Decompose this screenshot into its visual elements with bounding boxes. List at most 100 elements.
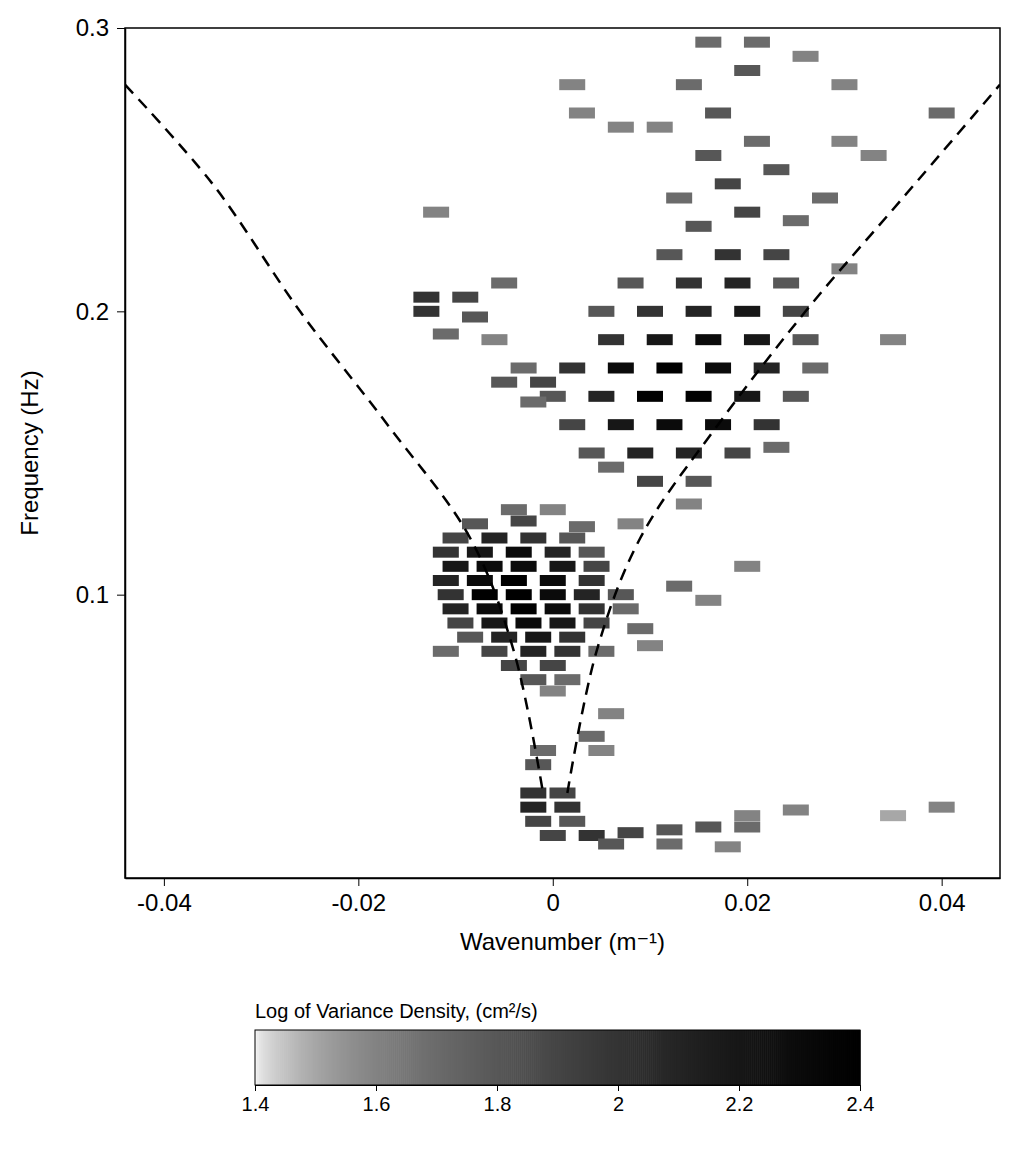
heatmap-cell [686,476,712,487]
dispersion-curve [125,85,543,793]
chart: -0.04-0.0200.020.040.10.20.3Wavenumber (… [0,0,1016,1167]
heatmap-cell [656,363,682,374]
heatmap-cell [598,334,624,345]
heatmap-cell [584,561,610,572]
y-tick-mark [117,311,125,312]
heatmap-cell [579,547,605,558]
colorbar-tick-label: 1.8 [484,1093,512,1115]
heatmap-cell [540,686,566,697]
heatmap-cell [506,589,532,600]
heatmap-cell [559,363,585,374]
x-tick: -0.02 [331,878,386,916]
heatmap-cell [637,476,663,487]
heatmap-cell [559,419,585,430]
colorbar-tick-mark [739,1085,740,1091]
heatmap-cell [491,632,517,643]
x-tick: 0 [547,878,560,916]
heatmap-cell [734,561,760,572]
heatmap-cell [734,65,760,76]
colorbar-tick-label: 2 [613,1093,624,1115]
heatmap-cell [588,646,614,657]
y-tick: 0.1 [76,581,125,608]
heatmap-cell [481,533,507,544]
heatmap-cell [540,589,566,600]
heatmap-cell [598,839,624,850]
y-tick: 0.2 [76,298,125,325]
x-tick-label: 0.04 [919,889,966,916]
heatmap-cell [763,442,789,453]
heatmap-cell [540,575,566,586]
colorbar-tick-label: 1.6 [363,1093,391,1115]
heatmap-cell [647,334,673,345]
heatmap-cell [647,122,673,133]
colorbar-tick: 1.8 [484,1085,512,1115]
y-tick-label: 0.2 [76,298,109,325]
heatmap-cell [574,589,600,600]
heatmap-cell [695,822,721,833]
heatmap-cell [734,810,760,821]
colorbar-tick: 1.4 [242,1085,270,1115]
heatmap-cell [588,745,614,756]
plot-area [125,37,1000,853]
heatmap-cell [559,533,585,544]
x-tick-label: -0.04 [137,889,192,916]
heatmap-cell [763,249,789,260]
heatmap-cell [861,150,887,161]
heatmap-cell [734,207,760,218]
heatmap-cell [793,334,819,345]
heatmap-cell [744,136,770,147]
heatmap-cell [656,419,682,430]
heatmap-cell [554,646,580,657]
heatmap-cell [608,363,634,374]
heatmap-cell [715,841,741,852]
x-axis-title: Wavenumber (m⁻¹) [460,928,665,955]
colorbar-axis-line [256,1085,861,1086]
heatmap-cell [452,292,478,303]
heatmap-cell [686,221,712,232]
heatmap-cell [506,547,532,558]
heatmap-cell [511,363,537,374]
heatmap-cell [545,547,571,558]
x-tick-label: 0 [547,889,560,916]
heatmap-cell [423,207,449,218]
heatmap-cell [773,278,799,289]
heatmap-cell [525,816,551,827]
x-tick-label: -0.02 [331,889,386,916]
heatmap-cell [550,788,576,799]
heatmap-cell [433,646,459,657]
heatmap-cell [559,632,585,643]
heatmap-cell [520,674,546,685]
x-tick-mark [942,878,943,886]
heatmap-cell [520,788,546,799]
heatmap-cell [686,306,712,317]
colorbar-frame [255,1030,860,1085]
heatmap-cell [559,79,585,90]
heatmap-cell [880,810,906,821]
heatmap-cell [695,334,721,345]
heatmap-cell [481,334,507,345]
colorbar-axis: 1.41.61.822.22.4 [242,1085,875,1115]
heatmap-cell [608,589,634,600]
heatmap-cell [627,623,653,634]
heatmap-cell [744,334,770,345]
heatmap-cell [579,603,605,614]
heatmap-cell [637,306,663,317]
heatmap-cell [725,448,751,459]
heatmap-cell [783,391,809,402]
dispersion-curve [567,85,1000,793]
heatmap-cell [812,193,838,204]
heatmap-cell [481,618,507,629]
heatmap-cell [554,674,580,685]
x-tick-mark [358,878,359,886]
heatmap-cell [793,51,819,62]
heatmap-cell [462,312,488,323]
heatmap-cell [525,632,551,643]
heatmap-cell [686,391,712,402]
heatmap-cell [715,249,741,260]
heatmap-cell [491,278,517,289]
heatmap-cell [695,595,721,606]
plot-background [125,28,1000,878]
heatmap-cell [637,640,663,651]
heatmap-cell [656,249,682,260]
heatmap-cell [666,581,692,592]
